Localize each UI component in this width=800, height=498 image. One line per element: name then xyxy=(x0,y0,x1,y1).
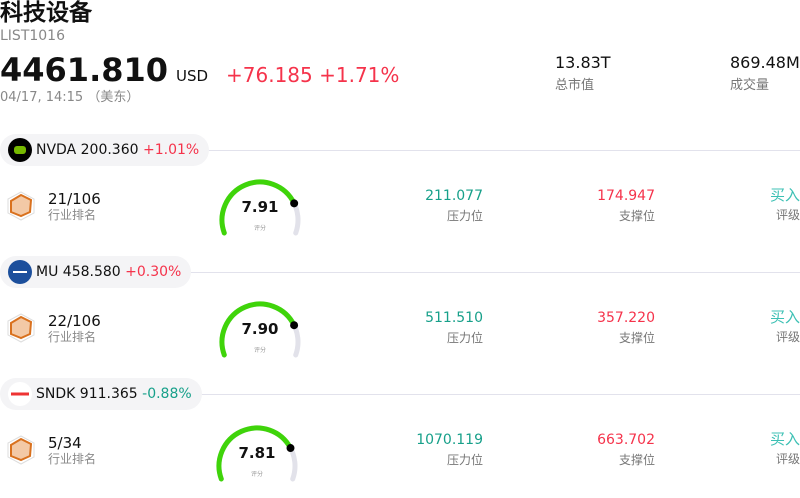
stock-card-mu[interactable]: MU 458.580 +0.30% 22/106 行业排名 7.90 评分 511… xyxy=(0,256,800,376)
rating-label: 评级 xyxy=(775,208,800,222)
market-cap: 13.83T 总市值 xyxy=(555,53,611,94)
timestamp: 04/17, 14:15 （美东） xyxy=(0,90,140,105)
index-change: +76.185 +1.71% xyxy=(226,64,399,87)
support-label: 支撑位 xyxy=(618,331,655,345)
resistance-label: 压力位 xyxy=(446,453,483,467)
ticker: MU xyxy=(36,264,59,280)
score-value: 7.91 xyxy=(241,198,278,216)
stat-value: 869.48M xyxy=(730,53,800,72)
support-value: 663.702 xyxy=(597,432,655,448)
resistance-label: 压力位 xyxy=(446,331,483,345)
rating-value[interactable]: 买入 xyxy=(769,308,800,326)
change-value: +76.185 xyxy=(226,63,313,87)
micron-logo xyxy=(8,260,36,284)
score-value: 7.81 xyxy=(238,444,275,462)
stock-change: +1.01% xyxy=(142,142,200,158)
stock-pill[interactable]: MU 458.580 +0.30% xyxy=(0,256,192,288)
stock-price: 200.360 xyxy=(80,142,139,158)
gauge-fill xyxy=(219,301,297,358)
ticker: NVDA xyxy=(36,142,77,158)
stat-label: 总市值 xyxy=(555,78,595,93)
support: 357.220 支撑位 xyxy=(597,310,655,346)
currency: USD xyxy=(176,67,209,85)
rank-label: 行业排名 xyxy=(48,330,97,344)
rating-value[interactable]: 买入 xyxy=(769,186,800,204)
gauge-dot xyxy=(290,321,299,330)
score-value: 7.90 xyxy=(241,320,278,338)
list-code: LIST1016 xyxy=(0,28,65,44)
index-price: 4461.810 xyxy=(0,51,169,89)
rating[interactable]: 买入 评级 xyxy=(770,308,800,345)
rank-label: 行业排名 xyxy=(48,208,97,222)
gauge-dot xyxy=(286,444,295,453)
divider xyxy=(190,150,800,151)
score-label: 评分 xyxy=(254,346,266,354)
rank-value: 5/34 xyxy=(48,434,82,452)
stock-pill[interactable]: NVDA 200.360 +1.01% xyxy=(0,134,210,166)
rank-value: 22/106 xyxy=(48,312,101,330)
radar-icon xyxy=(7,313,35,343)
support-value: 357.220 xyxy=(597,310,655,326)
divider xyxy=(190,394,800,395)
rating-value[interactable]: 买入 xyxy=(769,430,800,448)
industry-rank: 5/34 行业排名 xyxy=(48,434,96,467)
volume: 869.48M 成交量 xyxy=(730,53,800,94)
page-title: 科技设备 xyxy=(0,0,92,26)
stock-card-sndk[interactable]: SNDK 911.365 -0.88% 5/34 行业排名 7.81 评分 107… xyxy=(0,378,800,498)
industry-rank: 21/106 行业排名 xyxy=(48,190,101,223)
resistance-label: 压力位 xyxy=(446,209,483,223)
rating[interactable]: 买入 评级 xyxy=(770,430,800,467)
score-label: 评分 xyxy=(254,224,266,232)
industry-rank: 22/106 行业排名 xyxy=(48,312,101,345)
change-pct: +1.71% xyxy=(319,63,400,87)
gauge-dot xyxy=(290,199,299,208)
gauge-fill xyxy=(216,425,293,482)
score-gauge: 7.91 评分 xyxy=(219,179,301,236)
resistance: 511.510 压力位 xyxy=(425,310,483,346)
support: 663.702 支撑位 xyxy=(597,432,655,468)
stock-change: -0.88% xyxy=(142,386,192,402)
stock-price: 458.580 xyxy=(62,264,121,280)
support: 174.947 支撑位 xyxy=(597,188,655,224)
gauge-fill xyxy=(219,179,297,236)
stat-label: 成交量 xyxy=(730,78,770,93)
rating[interactable]: 买入 评级 xyxy=(770,186,800,223)
rating-label: 评级 xyxy=(775,452,800,466)
stat-value: 13.83T xyxy=(555,53,611,72)
stock-price: 911.365 xyxy=(79,386,138,402)
nvidia-logo xyxy=(8,138,36,162)
resistance: 1070.119 压力位 xyxy=(416,432,483,468)
stock-pill[interactable]: SNDK 911.365 -0.88% xyxy=(0,378,202,410)
resistance-value: 1070.119 xyxy=(416,432,483,448)
support-value: 174.947 xyxy=(597,188,655,204)
radar-icon xyxy=(7,435,35,465)
sandisk-logo xyxy=(8,382,36,406)
ticker: SNDK xyxy=(36,386,76,402)
score-label: 评分 xyxy=(251,470,263,478)
stock-card-nvda[interactable]: NVDA 200.360 +1.01% 21/106 行业排名 7.91 评分 2… xyxy=(0,134,800,254)
rank-label: 行业排名 xyxy=(48,452,97,466)
resistance-value: 211.077 xyxy=(425,188,483,204)
stock-change: +0.30% xyxy=(125,264,182,280)
score-gauge: 7.81 评分 xyxy=(216,425,298,482)
divider xyxy=(190,272,800,273)
support-label: 支撑位 xyxy=(618,453,655,467)
rating-label: 评级 xyxy=(775,330,800,344)
radar-icon xyxy=(7,191,35,221)
rank-value: 21/106 xyxy=(48,190,101,208)
score-gauge: 7.90 评分 xyxy=(219,301,301,358)
resistance: 211.077 压力位 xyxy=(425,188,483,224)
resistance-value: 511.510 xyxy=(425,310,483,326)
support-label: 支撑位 xyxy=(618,209,655,223)
